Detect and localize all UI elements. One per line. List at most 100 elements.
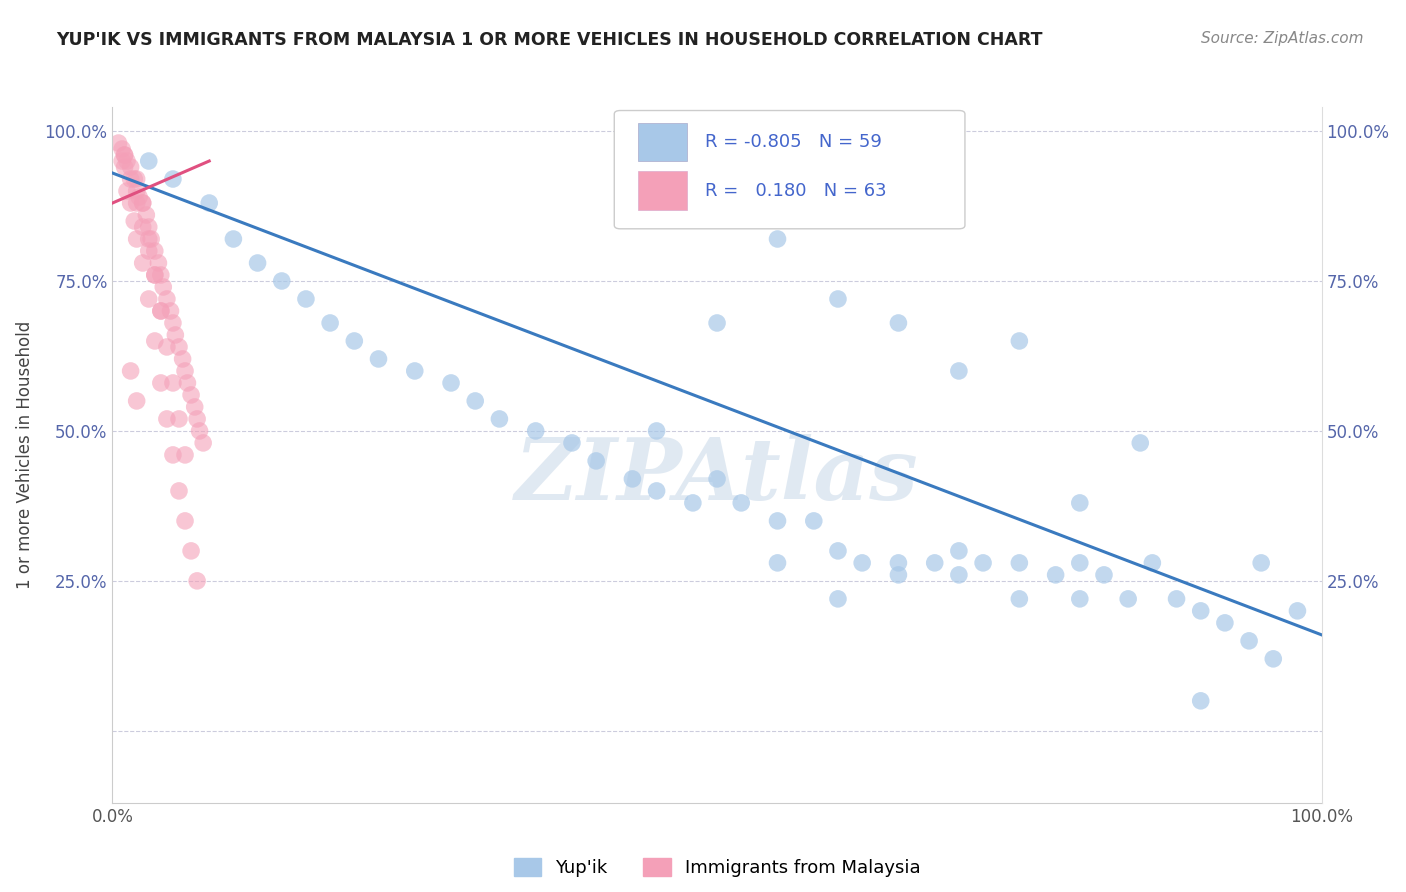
- Point: [766, 556, 789, 570]
- Point: [488, 412, 510, 426]
- Point: [1286, 604, 1309, 618]
- Point: [120, 196, 142, 211]
- Point: [138, 219, 160, 234]
- Point: [152, 280, 174, 294]
- Point: [120, 172, 142, 186]
- Point: [645, 483, 668, 498]
- Legend: Yup'ik, Immigrants from Malaysia: Yup'ik, Immigrants from Malaysia: [506, 850, 928, 884]
- Point: [159, 304, 181, 318]
- Point: [1189, 694, 1212, 708]
- Point: [115, 184, 138, 198]
- Point: [120, 364, 142, 378]
- Text: ZIPAtlas: ZIPAtlas: [515, 434, 920, 517]
- Point: [706, 472, 728, 486]
- Text: YUP'IK VS IMMIGRANTS FROM MALAYSIA 1 OR MORE VEHICLES IN HOUSEHOLD CORRELATION C: YUP'IK VS IMMIGRANTS FROM MALAYSIA 1 OR …: [56, 31, 1043, 49]
- Point: [115, 154, 138, 169]
- Point: [524, 424, 547, 438]
- Point: [1116, 591, 1139, 606]
- Point: [766, 514, 789, 528]
- Point: [125, 232, 148, 246]
- Point: [125, 196, 148, 211]
- Point: [319, 316, 342, 330]
- Point: [180, 388, 202, 402]
- Point: [343, 334, 366, 348]
- Point: [172, 351, 194, 366]
- Point: [162, 376, 184, 390]
- Point: [188, 424, 211, 438]
- Point: [887, 556, 910, 570]
- Point: [143, 334, 166, 348]
- Point: [1250, 556, 1272, 570]
- Point: [730, 496, 752, 510]
- Point: [149, 268, 172, 282]
- Point: [132, 196, 155, 211]
- Point: [1166, 591, 1188, 606]
- Point: [138, 232, 160, 246]
- Point: [367, 351, 389, 366]
- Bar: [638, 123, 686, 161]
- Point: [887, 567, 910, 582]
- Point: [149, 304, 172, 318]
- Point: [138, 292, 160, 306]
- Point: [1129, 436, 1152, 450]
- Point: [827, 292, 849, 306]
- Point: [180, 544, 202, 558]
- Point: [120, 160, 142, 174]
- Point: [1213, 615, 1236, 630]
- Point: [143, 244, 166, 258]
- Text: R =   0.180   N = 63: R = 0.180 N = 63: [704, 182, 887, 200]
- Point: [111, 142, 134, 156]
- Point: [156, 412, 179, 426]
- Point: [111, 154, 134, 169]
- Point: [1263, 652, 1285, 666]
- Point: [125, 393, 148, 408]
- Point: [148, 256, 170, 270]
- Point: [176, 376, 198, 390]
- FancyBboxPatch shape: [614, 111, 965, 229]
- Point: [125, 184, 148, 198]
- Point: [440, 376, 463, 390]
- Point: [141, 232, 163, 246]
- Point: [948, 567, 970, 582]
- Point: [1008, 591, 1031, 606]
- Point: [165, 328, 187, 343]
- Point: [162, 172, 184, 186]
- Point: [948, 544, 970, 558]
- Point: [222, 232, 245, 246]
- Point: [143, 268, 166, 282]
- Point: [1069, 591, 1091, 606]
- Point: [1008, 334, 1031, 348]
- Point: [198, 196, 221, 211]
- Point: [132, 219, 155, 234]
- Point: [167, 340, 190, 354]
- Point: [156, 292, 179, 306]
- Point: [132, 196, 155, 211]
- Point: [621, 472, 644, 486]
- Point: [1142, 556, 1164, 570]
- Point: [114, 148, 136, 162]
- Point: [132, 256, 155, 270]
- Point: [174, 448, 197, 462]
- Point: [186, 412, 208, 426]
- Point: [1189, 604, 1212, 618]
- Point: [186, 574, 208, 588]
- Point: [114, 148, 136, 162]
- Point: [1092, 567, 1115, 582]
- Point: [149, 304, 172, 318]
- Point: [107, 136, 129, 150]
- Point: [138, 154, 160, 169]
- Point: [706, 316, 728, 330]
- Point: [122, 172, 145, 186]
- Point: [191, 436, 214, 450]
- Point: [135, 208, 157, 222]
- Point: [125, 172, 148, 186]
- Point: [851, 556, 873, 570]
- Point: [183, 400, 205, 414]
- Point: [948, 364, 970, 378]
- Point: [270, 274, 292, 288]
- Point: [827, 544, 849, 558]
- Point: [1069, 496, 1091, 510]
- Point: [295, 292, 318, 306]
- Point: [167, 412, 190, 426]
- Point: [138, 244, 160, 258]
